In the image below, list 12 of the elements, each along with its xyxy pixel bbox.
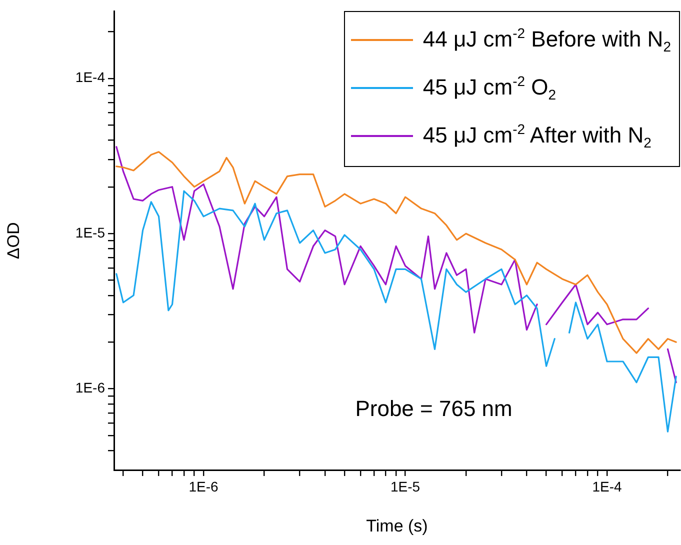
legend-label: 44 μJ cm$^{-2}$ Before with N$_{2}$ [422, 24, 671, 58]
y-tick-label: 1E-6 [75, 380, 106, 396]
y-axis-title: ΔOD [4, 222, 23, 260]
x-tick-label: 1E-6 [188, 478, 219, 494]
y-tick-label: 1E-4 [75, 69, 106, 86]
annotation: Probe = 765 nm [355, 396, 512, 422]
x-axis-title: Time (s) [366, 516, 428, 536]
x-tick-label: 1E-5 [390, 478, 420, 494]
legend-label: 45 μJ cm$^{-2}$ After with N$_{2}$ [422, 120, 652, 153]
x-tick-label: 1E-4 [592, 478, 622, 494]
y-tick-label: 1E-5 [75, 224, 106, 240]
legend-label: 45 μJ cm$^{-2}$ O$_{2}$ [422, 72, 556, 105]
